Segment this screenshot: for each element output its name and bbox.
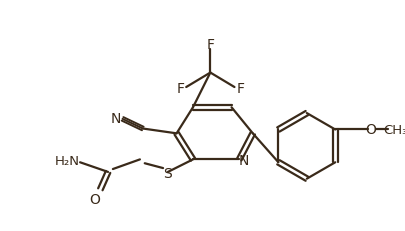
Text: F: F bbox=[206, 37, 214, 51]
Text: O: O bbox=[89, 192, 100, 206]
Text: S: S bbox=[163, 166, 172, 180]
Text: O: O bbox=[364, 123, 375, 137]
Text: CH₃: CH₃ bbox=[382, 123, 405, 136]
Text: N: N bbox=[239, 154, 249, 168]
Text: N: N bbox=[110, 111, 121, 125]
Text: F: F bbox=[236, 82, 244, 96]
Text: H₂N: H₂N bbox=[55, 154, 80, 167]
Text: F: F bbox=[176, 82, 184, 96]
